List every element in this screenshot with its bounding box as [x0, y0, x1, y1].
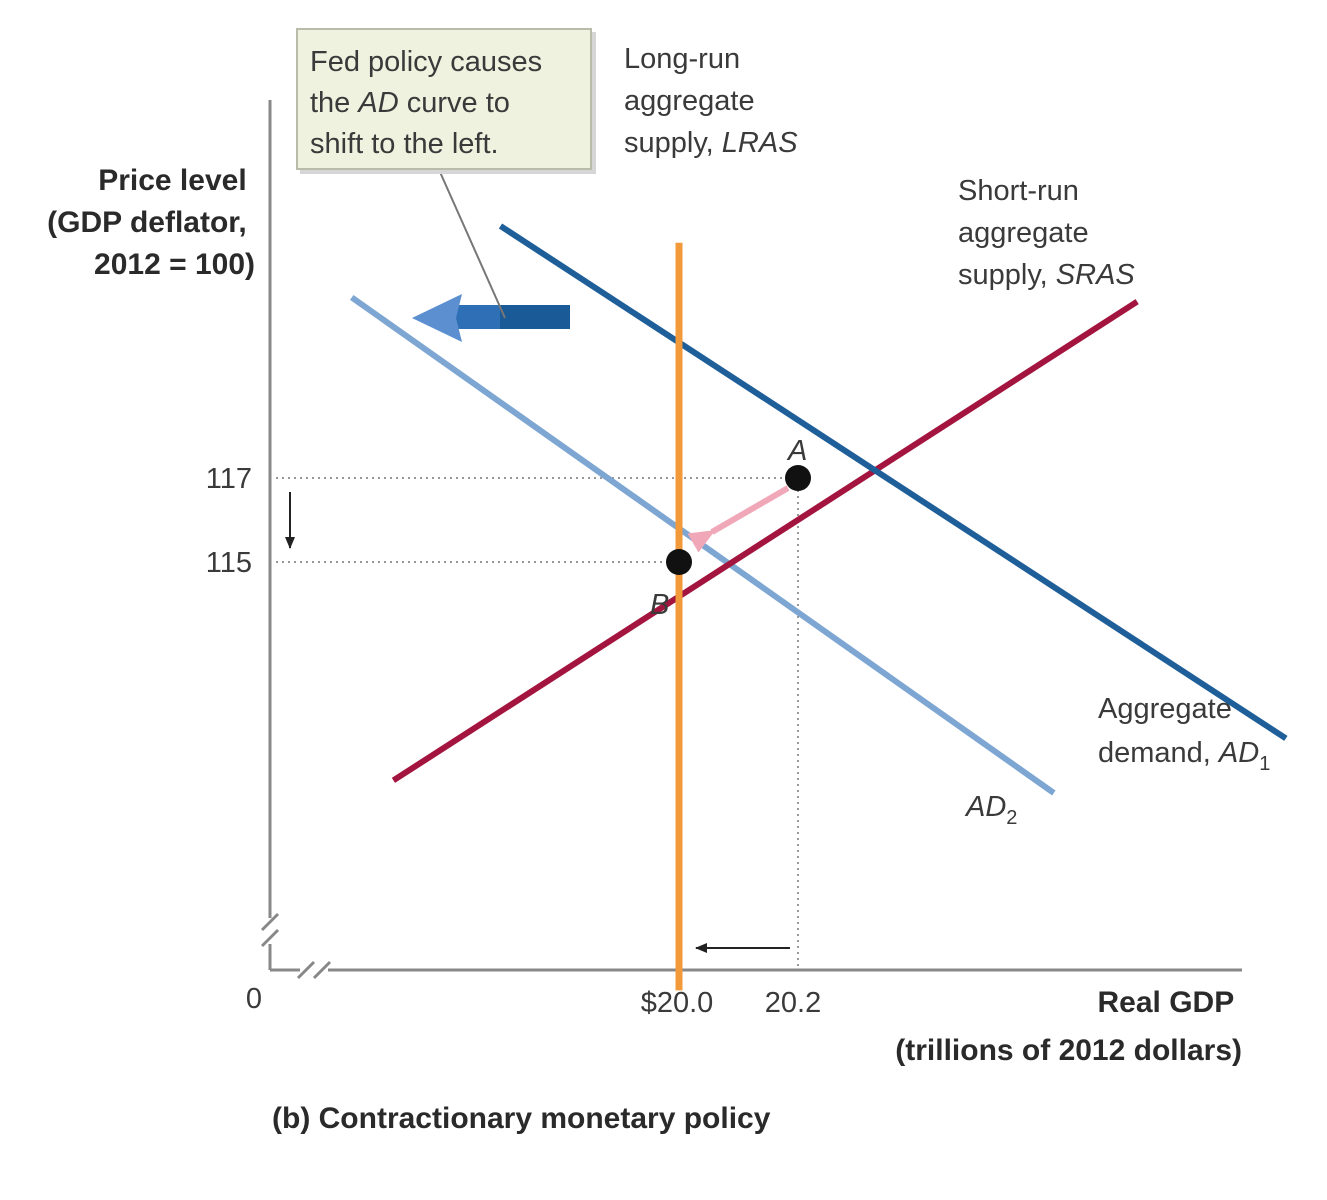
x-axis-break-icon [296, 960, 332, 980]
y-axis-title: Price level (GDP deflator, 2012 = 100) [47, 164, 255, 281]
movement-arrow [687, 485, 790, 553]
callout-line-2: the AD curve to [310, 87, 510, 119]
lras-label: Long-run aggregate supply, LRAS [624, 43, 798, 159]
point-a-label: A [786, 435, 807, 467]
callout-box: Fed policy causes the AD curve to shift … [296, 28, 592, 170]
y-tick-115: 115 [206, 547, 252, 579]
point-b [666, 549, 692, 575]
sras-curve [391, 299, 1139, 783]
callout-line-1: Fed policy causes [310, 46, 543, 78]
callout-leader [439, 171, 506, 319]
figure-caption: (b) Contractionary monetary policy [272, 1102, 771, 1135]
ad1-label: Aggregate demand, AD1 [1098, 693, 1270, 775]
x-axis-title: Real GDP (trillions of 2012 dollars) [895, 986, 1242, 1067]
ad2-curve [350, 294, 1056, 796]
ad1-curve [498, 223, 1288, 741]
ad2-label: AD2 [964, 791, 1017, 829]
point-b-label: B [650, 589, 669, 621]
shift-left-arrow-icon [412, 294, 570, 342]
sras-label: Short-run aggregate supply, SRAS [958, 175, 1135, 291]
x-tick-20-0: $20.0 [641, 987, 714, 1019]
point-a [785, 465, 811, 491]
x-tick-20-2: 20.2 [765, 987, 821, 1019]
origin-label: 0 [246, 983, 262, 1015]
y-axis-break-icon [260, 912, 280, 948]
y-tick-117: 117 [206, 463, 252, 495]
callout-line-3: shift to the left. [310, 128, 499, 160]
